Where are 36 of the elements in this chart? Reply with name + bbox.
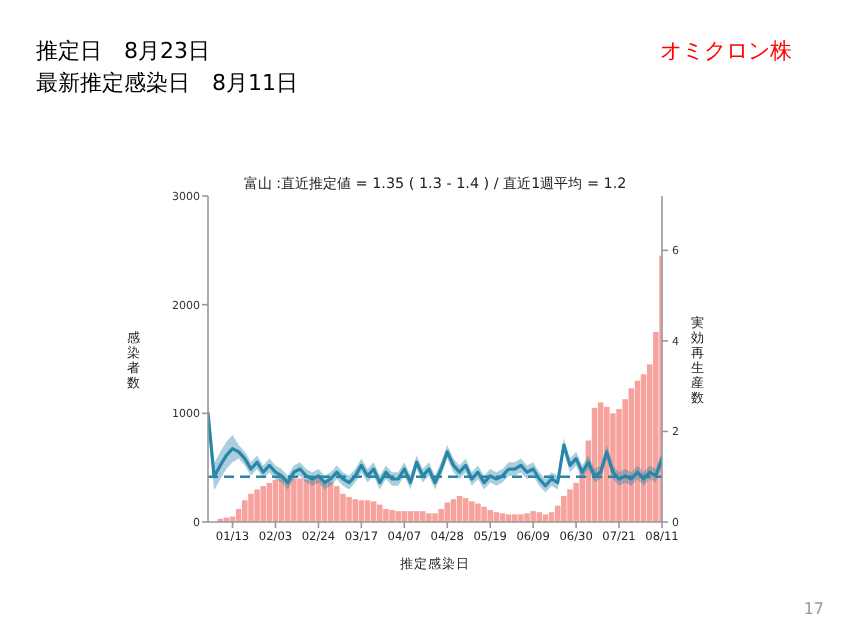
bar: [334, 486, 340, 522]
bar: [610, 413, 616, 522]
bar: [285, 478, 291, 522]
bar: [383, 508, 389, 522]
bar: [260, 486, 266, 522]
bar: [340, 493, 346, 522]
bar: [487, 510, 493, 522]
bar: [524, 513, 530, 522]
bar: [432, 513, 438, 522]
text: オミクロン株: [660, 38, 792, 64]
bar: [512, 514, 518, 522]
bar: [561, 495, 567, 522]
bar: [530, 511, 536, 522]
bar: [438, 508, 444, 522]
bar: [426, 513, 432, 522]
bar: [389, 510, 395, 522]
text: 最新推定感染日 8月11日: [36, 70, 298, 96]
bar: [297, 478, 303, 522]
bar: [395, 511, 401, 522]
bar: [242, 500, 248, 522]
bar: [254, 489, 260, 522]
bar: [346, 497, 352, 522]
bar: [475, 503, 481, 522]
bar: [604, 406, 610, 522]
bar: [303, 479, 309, 522]
bar: [248, 493, 254, 522]
bar: [469, 501, 475, 522]
text: 17: [803, 600, 824, 618]
text: 推定日 8月23日: [36, 38, 210, 64]
bar: [377, 504, 383, 522]
bar: [518, 514, 524, 522]
bar: [567, 489, 573, 522]
bar: [291, 478, 297, 522]
bar: [352, 499, 358, 522]
line-series: [208, 411, 662, 488]
bar: [481, 506, 487, 522]
